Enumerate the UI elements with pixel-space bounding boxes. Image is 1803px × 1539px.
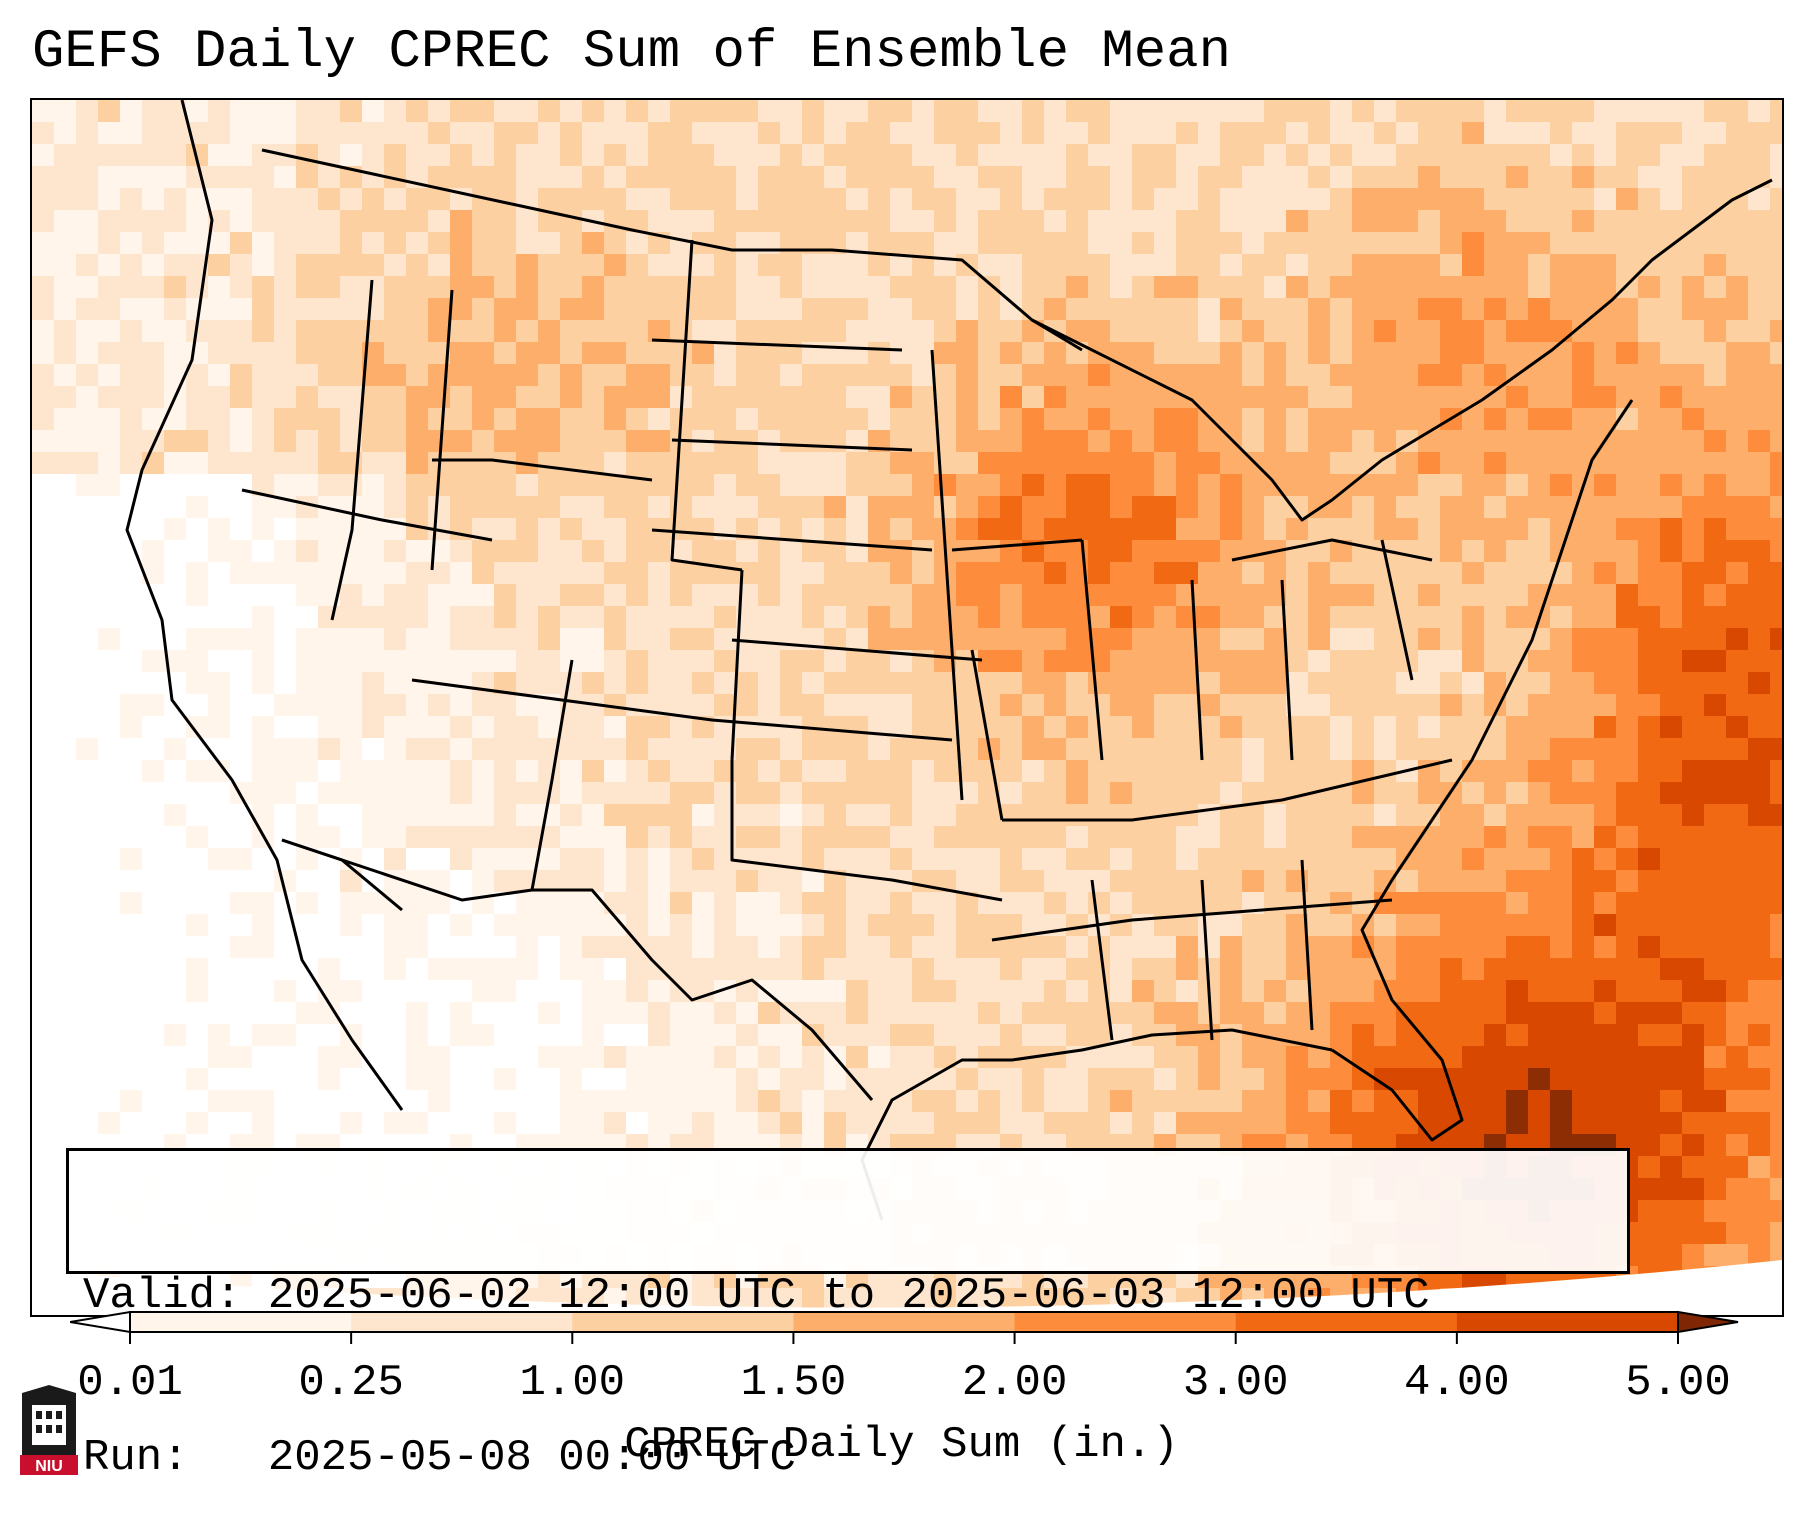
boundary-line <box>860 1028 1333 1221</box>
boundary-line <box>1002 758 1453 822</box>
boundary-line <box>432 458 653 482</box>
valid-time-box: Valid: 2025-06-02 12:00 UTC to 2025-06-0… <box>66 1148 1630 1483</box>
colorbar-segment <box>793 1312 1016 1332</box>
boundary-line <box>730 760 1003 902</box>
colorbar-tick-label: 4.00 <box>1404 1358 1510 1408</box>
logo-text: NIU <box>35 1458 63 1475</box>
precip-map <box>32 100 1782 1315</box>
colorbar-tick-label: 0.25 <box>298 1358 404 1408</box>
boundary-line <box>651 338 903 352</box>
boundary-line <box>1031 318 1483 522</box>
colorbar-title: CPREC Daily Sum (in.) <box>624 1420 1179 1470</box>
boundary-line <box>1380 539 1414 681</box>
colorbar-over-arrow <box>1677 1310 1739 1334</box>
niu-logo: NIU <box>20 1385 78 1475</box>
precip-field <box>32 100 1782 1315</box>
boundary-line <box>430 289 454 571</box>
boundary-line <box>671 438 913 452</box>
boundary-line <box>1190 579 1204 761</box>
boundary-line <box>1280 579 1294 761</box>
colorbar-tick-label: 2.00 <box>961 1358 1068 1408</box>
boundary-line <box>730 569 744 761</box>
colorbar-segment <box>1456 1312 1679 1332</box>
map-panel <box>30 98 1784 1317</box>
colorbar-tick-label: 5.00 <box>1625 1358 1731 1408</box>
colorbar-tick-label: 3.00 <box>1182 1358 1289 1408</box>
boundary-line <box>951 538 1083 552</box>
colorbar-tick-label: 1.50 <box>740 1358 847 1408</box>
projection-edge <box>32 1260 1782 1315</box>
boundary-line <box>1231 538 1433 562</box>
colorbar-tick-label: 0.01 <box>77 1358 183 1408</box>
map-title: GEFS Daily CPREC Sum of Ensemble Mean <box>32 22 1231 83</box>
boundary-line <box>1090 879 1114 1041</box>
boundary-line <box>1481 178 1773 402</box>
state-borders <box>125 100 1773 1221</box>
boundary-line <box>1430 399 1634 821</box>
colorbar-segment <box>572 1312 794 1332</box>
colorbar <box>69 1310 1740 1360</box>
boundary-line <box>731 638 983 662</box>
boundary-line <box>1080 539 1104 761</box>
boundary-line <box>330 279 374 621</box>
colorbar-segment <box>130 1312 352 1332</box>
boundary-line <box>281 838 874 1101</box>
boundary-line <box>930 349 964 801</box>
boundary-line <box>651 528 933 552</box>
boundary-line <box>1300 859 1314 1031</box>
boundary-line <box>281 838 403 912</box>
boundary-line <box>530 659 574 891</box>
boundary-line <box>1200 879 1214 1041</box>
boundary-line <box>991 898 1393 942</box>
boundary-line <box>241 488 493 542</box>
boundary-line <box>670 239 743 572</box>
boundary-line <box>970 649 1004 821</box>
run-line: Run: 2025-05-08 00:00 UTC <box>83 1433 796 1483</box>
colorbar-segment <box>1235 1312 1458 1332</box>
boundary-line <box>125 100 404 1111</box>
colorbar-under-arrow <box>69 1310 131 1334</box>
boundary-line <box>411 678 953 742</box>
colorbar-segment <box>1014 1312 1237 1332</box>
colorbar-tick-label: 1.00 <box>519 1358 626 1408</box>
boundary-line <box>1331 819 1464 1142</box>
colorbar-segment <box>351 1312 573 1332</box>
